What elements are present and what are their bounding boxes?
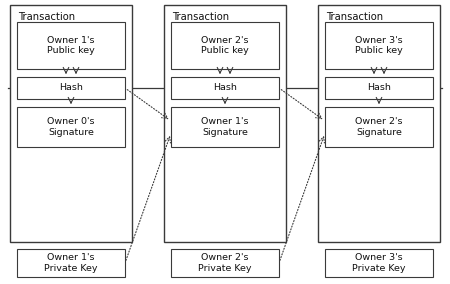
Text: Owner 1's
Signature: Owner 1's Signature (201, 117, 249, 137)
Text: Owner 2's
Private Key: Owner 2's Private Key (198, 253, 252, 273)
Bar (17, 22, 125, 69)
Bar (318, 5, 440, 242)
Text: Hash: Hash (367, 83, 391, 93)
Bar (17, 77, 125, 99)
Text: Owner 0's
Signature: Owner 0's Signature (47, 117, 95, 137)
Text: Transaction: Transaction (326, 12, 383, 22)
Bar (164, 5, 286, 242)
Text: Owner 3's
Public key: Owner 3's Public key (355, 36, 403, 55)
Bar (171, 107, 279, 147)
Text: Transaction: Transaction (172, 12, 229, 22)
Text: Owner 1's
Private Key: Owner 1's Private Key (44, 253, 98, 273)
Text: Owner 3's
Private Key: Owner 3's Private Key (352, 253, 406, 273)
Text: Hash: Hash (59, 83, 83, 93)
Text: Owner 2's
Signature: Owner 2's Signature (355, 117, 403, 137)
Bar (10, 5, 132, 242)
Bar (171, 22, 279, 69)
Text: Hash: Hash (213, 83, 237, 93)
Bar (17, 249, 125, 277)
Text: Transaction: Transaction (18, 12, 75, 22)
Bar (171, 77, 279, 99)
Text: Owner 1's
Public key: Owner 1's Public key (47, 36, 95, 55)
Text: Owner 2's
Public key: Owner 2's Public key (201, 36, 249, 55)
Bar (325, 22, 433, 69)
Bar (325, 77, 433, 99)
Bar (171, 249, 279, 277)
Bar (325, 249, 433, 277)
Bar (325, 107, 433, 147)
Bar (17, 107, 125, 147)
